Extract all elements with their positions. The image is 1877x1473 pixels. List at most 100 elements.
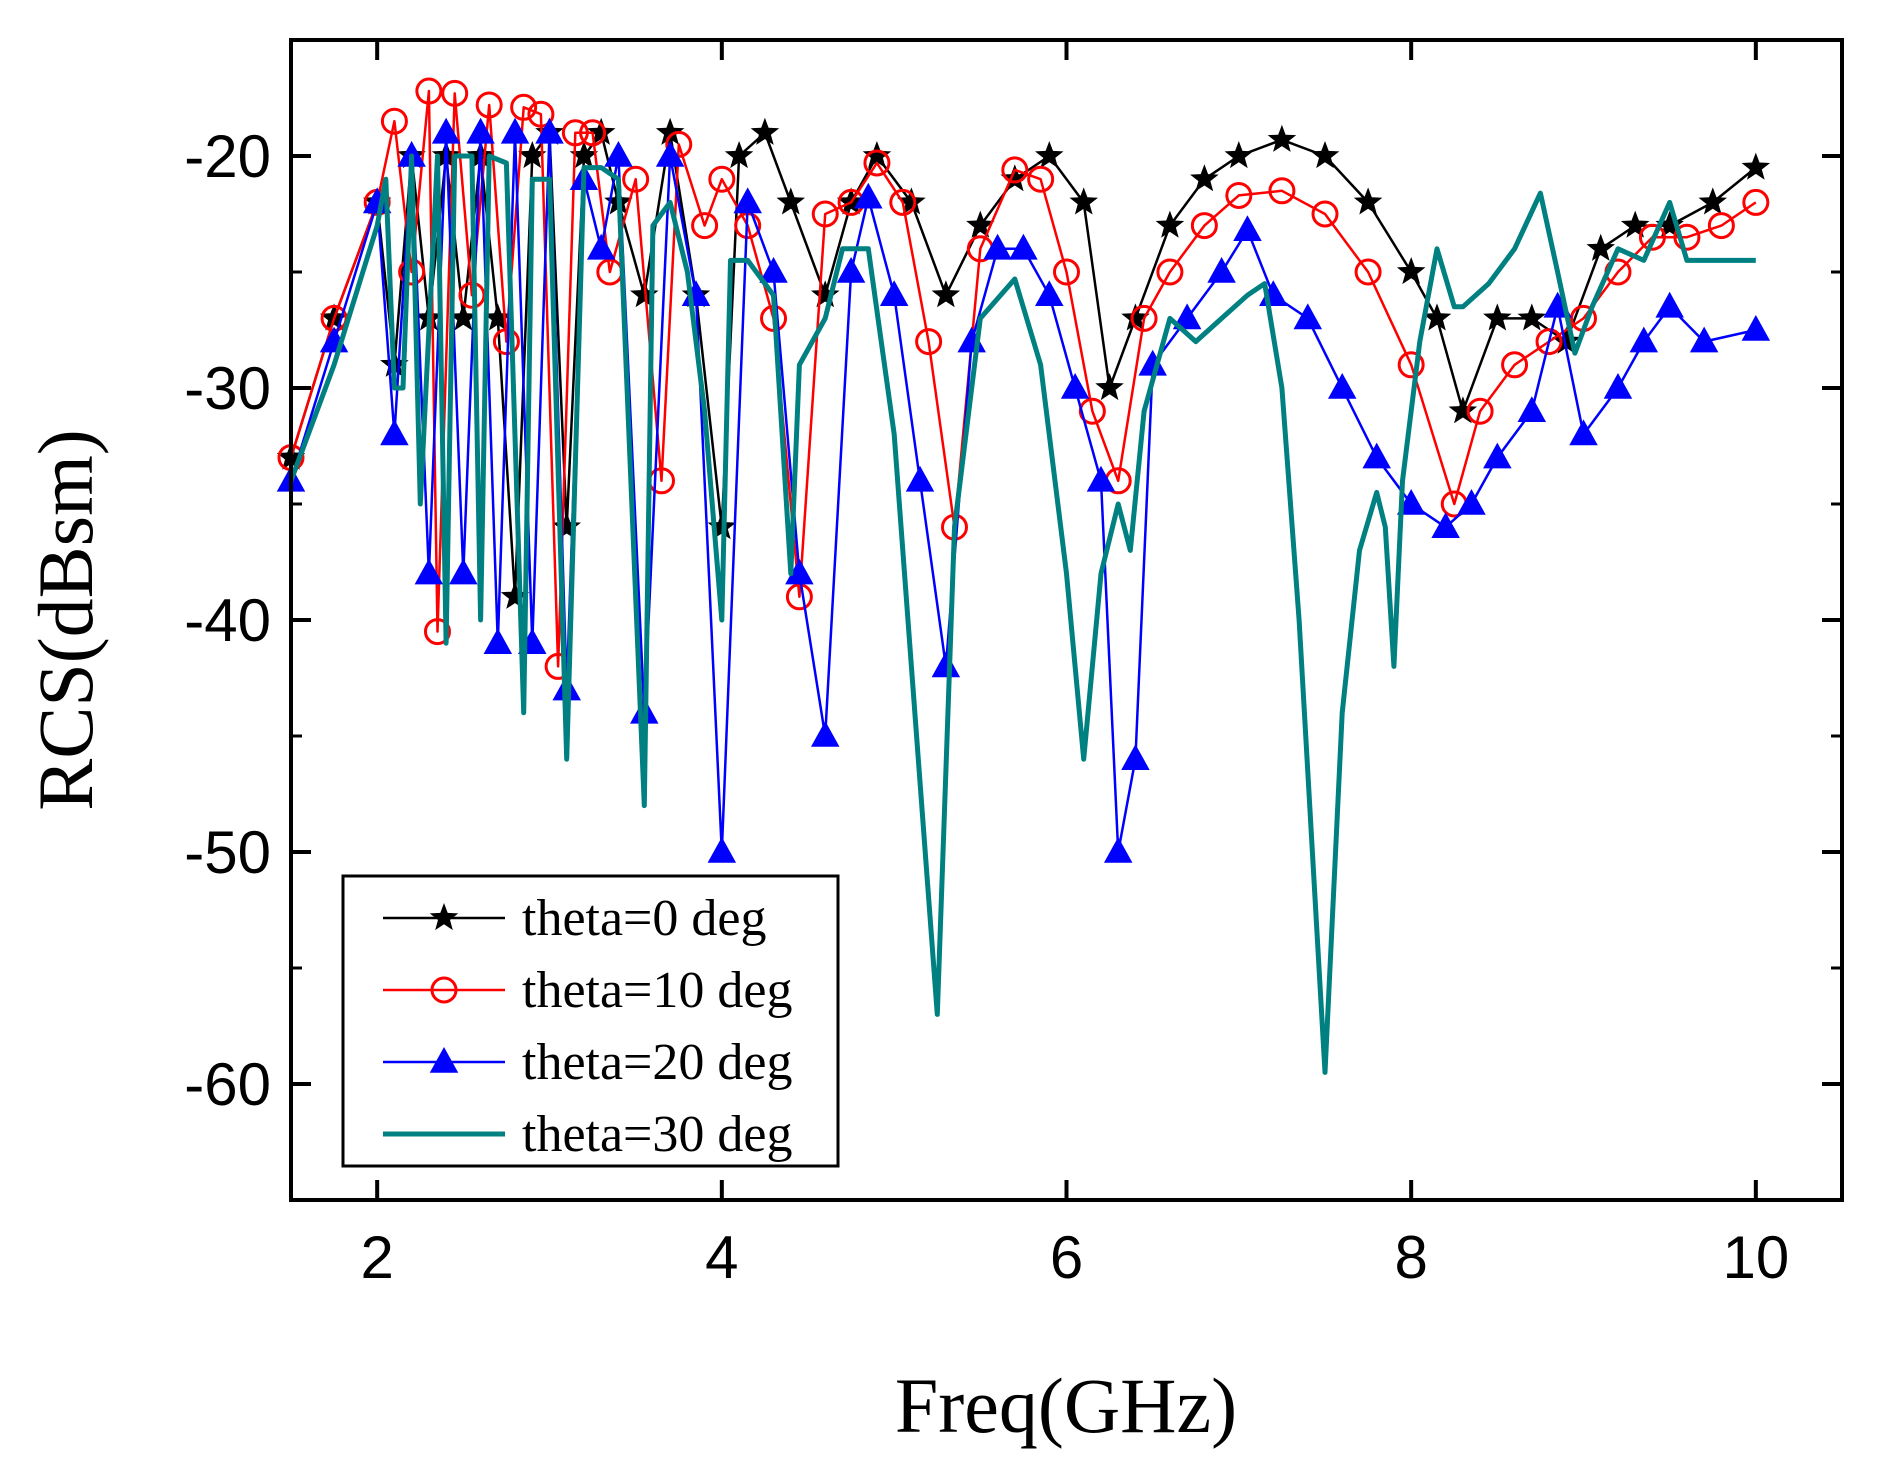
data-point-0-24: [811, 280, 840, 308]
data-point-0-50: [1698, 187, 1727, 215]
data-point-0-18: [655, 117, 685, 145]
x-tick-label-3: 8: [1394, 1224, 1427, 1291]
data-point-2-16: [604, 141, 633, 167]
y-tick-label-4: -20: [184, 123, 271, 190]
data-point-2-30: [957, 326, 986, 353]
data-point-1-41: [1268, 177, 1296, 205]
data-point-0-38: [1267, 124, 1297, 152]
data-point-2-55: [1655, 291, 1684, 318]
data-point-2-54: [1629, 326, 1659, 353]
data-point-2-38: [1138, 349, 1167, 376]
data-point-0-7: [449, 303, 478, 331]
series-2: [276, 117, 1771, 863]
data-point-2-15: [586, 233, 616, 260]
data-point-0-13: [552, 512, 581, 540]
series-line-3: [288, 153, 1756, 1075]
data-point-2-9: [483, 628, 513, 654]
data-point-0-51: [1741, 152, 1771, 180]
data-point-0-10: [500, 581, 530, 609]
data-point-2-33: [1035, 280, 1064, 306]
data-point-2-40: [1207, 257, 1236, 283]
data-point-2-49: [1483, 442, 1512, 469]
data-point-1-52: [1673, 223, 1701, 251]
data-point-2-46: [1396, 489, 1426, 515]
data-point-2-10: [500, 117, 530, 144]
series-line-2: [289, 131, 1757, 854]
data-point-2-20: [707, 837, 737, 863]
data-point-1-48: [1535, 328, 1563, 356]
data-point-0-26: [862, 141, 892, 169]
data-point-0-11: [518, 141, 547, 169]
data-point-2-34: [1060, 373, 1090, 399]
data-point-1-32: [1001, 156, 1029, 184]
data-point-0-40: [1353, 187, 1383, 215]
series-line-1: [289, 89, 1757, 668]
data-point-1-11: [510, 93, 538, 121]
data-point-2-39: [1172, 303, 1202, 330]
legend-entry-0: theta=0 deg: [383, 890, 766, 947]
data-point-0-34: [1121, 303, 1150, 331]
legend-entry-3: theta=30 deg: [383, 1106, 792, 1163]
data-point-2-27: [879, 280, 909, 306]
data-point-2-5: [414, 558, 444, 585]
data-point-2-31: [983, 233, 1012, 260]
data-point-1-17: [622, 165, 650, 193]
data-point-1-27: [863, 149, 891, 177]
data-point-2-41: [1233, 215, 1262, 242]
data-point-0-9: [483, 303, 513, 331]
data-point-2-43: [1293, 303, 1323, 330]
data-point-2-21: [733, 187, 762, 214]
data-point-0-35: [1155, 210, 1185, 238]
data-point-2-3: [380, 419, 409, 446]
data-point-2-47: [1431, 512, 1460, 538]
data-point-1-4: [398, 258, 426, 286]
legend-label-1: theta=10 deg: [522, 962, 792, 1019]
data-point-2-48: [1457, 489, 1486, 515]
data-point-0-31: [1035, 141, 1064, 169]
data-point-2-37: [1121, 744, 1150, 770]
data-point-1-44: [1397, 351, 1425, 379]
data-point-2-36: [1103, 837, 1133, 863]
ticks-layer: 2 4 6 8 10 -60 -50 -40 -30 -20: [184, 38, 1842, 1291]
legend-items: theta=0 deg theta=10 deg theta=20 deg theta…: [383, 890, 792, 1163]
data-point-2-53: [1603, 373, 1633, 399]
data-point-1-34: [1053, 258, 1080, 286]
data-point-1-25: [811, 200, 839, 228]
data-point-1-3: [380, 107, 408, 135]
data-point-1-47: [1501, 351, 1529, 379]
data-point-1-28: [889, 188, 917, 216]
data-point-0-39: [1310, 141, 1340, 169]
data-point-2-44: [1327, 373, 1357, 399]
data-point-0-43: [1448, 396, 1478, 424]
y-tick-label-3: -30: [184, 355, 271, 422]
data-point-0-21: [724, 141, 754, 169]
data-point-2-52: [1569, 419, 1598, 446]
data-point-2-28: [905, 465, 935, 492]
data-point-0-14: [569, 141, 599, 169]
data-point-1-24: [785, 583, 813, 611]
data-point-0-15: [586, 117, 616, 145]
y-tick-label-1: -50: [184, 819, 271, 886]
data-point-1-38: [1156, 258, 1184, 286]
data-point-2-8: [466, 117, 495, 144]
data-point-2-24: [810, 721, 840, 747]
data-point-2-22: [759, 257, 788, 283]
data-point-0-28: [931, 280, 961, 308]
legend-label-3: theta=30 deg: [522, 1106, 792, 1163]
data-point-0-42: [1422, 303, 1452, 331]
data-point-0-23: [776, 187, 805, 215]
data-point-2-25: [836, 257, 866, 283]
data-point-0-49: [1655, 210, 1684, 238]
x-axis-title: Freq(GHz): [895, 1362, 1237, 1449]
data-point-1-9: [475, 91, 503, 119]
data-point-1-39: [1190, 212, 1218, 240]
data-point-2-7: [449, 558, 478, 585]
data-point-0-47: [1586, 233, 1615, 261]
data-point-2-35: [1086, 465, 1116, 492]
data-point-1-43: [1354, 258, 1382, 286]
x-tick-label-2: 6: [1050, 1224, 1083, 1291]
data-point-1-33: [1027, 165, 1055, 193]
legend-entry-1: theta=10 deg: [383, 962, 792, 1019]
data-point-1-12: [527, 100, 555, 128]
